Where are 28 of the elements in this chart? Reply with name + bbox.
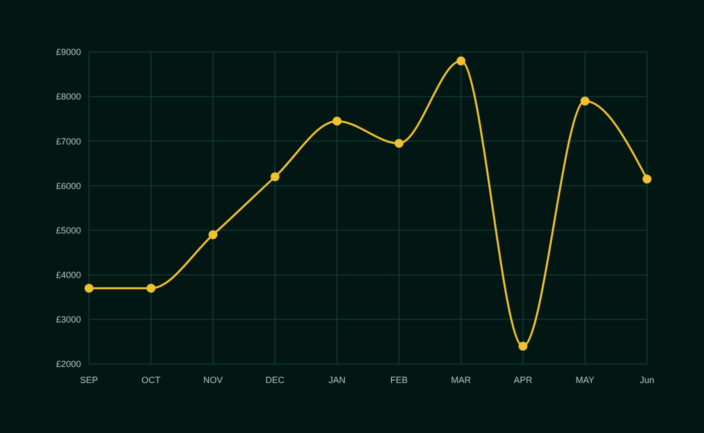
point bbox=[580, 96, 590, 106]
y-tick-label: £6000 bbox=[56, 180, 81, 191]
point bbox=[642, 174, 652, 184]
point bbox=[518, 342, 528, 351]
x-tick-label: FEB bbox=[390, 375, 408, 385]
point bbox=[208, 230, 218, 240]
point bbox=[270, 172, 280, 182]
y-tick-label: £5000 bbox=[56, 225, 81, 236]
y-tick-label: £2000 bbox=[56, 359, 81, 370]
point bbox=[332, 116, 342, 126]
x-tick-label: MAR bbox=[451, 375, 472, 385]
point bbox=[84, 284, 94, 293]
x-tick-label: DEC bbox=[265, 375, 285, 385]
x-tick-label: OCT bbox=[142, 375, 161, 385]
y-tick-label: £7000 bbox=[56, 136, 81, 146]
point bbox=[146, 284, 156, 293]
x-tick-label: APR bbox=[514, 375, 533, 385]
x-tick-label: Jun bbox=[640, 375, 654, 385]
y-tick-label: £3000 bbox=[56, 314, 81, 325]
x-tick-label: NOV bbox=[203, 375, 223, 385]
y-tick-label: £4000 bbox=[56, 270, 81, 280]
x-tick-label: JAN bbox=[328, 375, 346, 385]
x-tick-label: MAY bbox=[576, 375, 594, 385]
y-tick-label: £8000 bbox=[56, 92, 81, 102]
y-tick-label: £9000 bbox=[56, 47, 81, 58]
point bbox=[456, 56, 466, 66]
x-tick-label: SEP bbox=[80, 375, 98, 385]
point bbox=[394, 138, 404, 148]
